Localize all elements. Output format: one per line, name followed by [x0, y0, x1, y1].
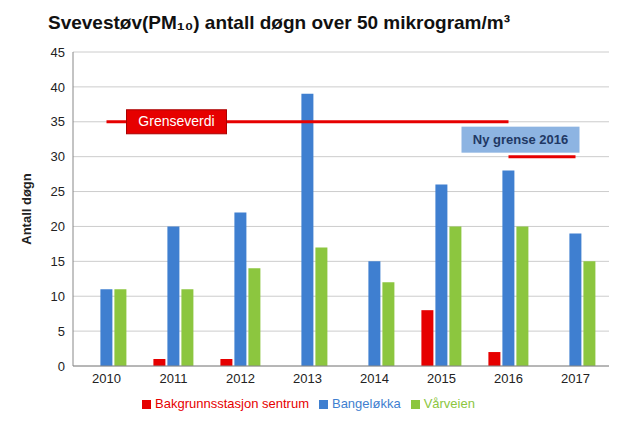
svg-text:2012: 2012 — [226, 371, 255, 386]
svg-text:25: 25 — [51, 184, 65, 199]
html-text:Bakgrunnsstasjon sentrum: Bakgrunnsstasjon sentrum — [155, 396, 309, 411]
svg-text:30: 30 — [51, 149, 65, 164]
svg-text:15: 15 — [51, 254, 65, 269]
svg-text:45: 45 — [51, 45, 65, 60]
svg-text:2010: 2010 — [92, 371, 121, 386]
svg-text:40: 40 — [51, 80, 65, 95]
svg-text:2011: 2011 — [160, 371, 188, 386]
svg-text:2013: 2013 — [293, 371, 322, 386]
html-text:Svevestøv(PM₁₀) antall døgn ov: Svevestøv(PM₁₀) antall døgn over 50 mikr… — [48, 12, 510, 33]
svg-text:2014: 2014 — [360, 371, 389, 386]
svg-text:Ny grense 2016: Ny grense 2016 — [473, 132, 568, 147]
svg-text:5: 5 — [58, 324, 65, 339]
svg-text:2016: 2016 — [494, 371, 523, 386]
svg-text:0: 0 — [58, 359, 65, 374]
svg-text:2015: 2015 — [427, 371, 456, 386]
html-text:Vårveien: Vårveien — [423, 396, 475, 411]
svg-text:2017: 2017 — [561, 371, 590, 386]
svg-text:Grenseverdi: Grenseverdi — [138, 113, 214, 129]
svg-text:20: 20 — [51, 219, 65, 234]
svg-text:35: 35 — [51, 114, 65, 129]
svg-text:Antall døgn: Antall døgn — [19, 173, 34, 245]
html-text:Bangeløkka: Bangeløkka — [332, 396, 401, 411]
svg-text:10: 10 — [51, 289, 65, 304]
